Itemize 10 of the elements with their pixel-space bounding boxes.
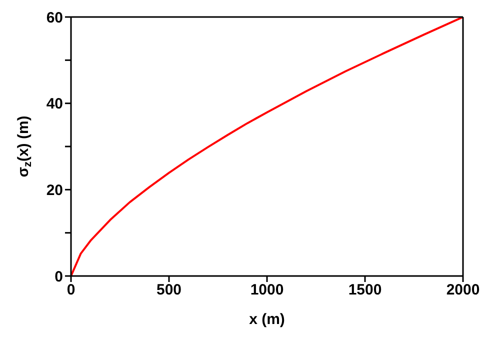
y-tick-label: 60	[46, 9, 63, 26]
x-tick-label: 1500	[348, 282, 382, 299]
x-tick-label: 0	[66, 282, 76, 299]
y-tick-label: 20	[46, 182, 63, 199]
x-tick-label: 1000	[250, 282, 284, 299]
x-tick-label: 2000	[446, 282, 480, 299]
y-tick-label: 0	[54, 268, 63, 286]
x-axis-title: x (m)	[249, 311, 285, 328]
y-tick-label: 40	[46, 96, 63, 113]
x-tick-label: 500	[156, 282, 182, 299]
